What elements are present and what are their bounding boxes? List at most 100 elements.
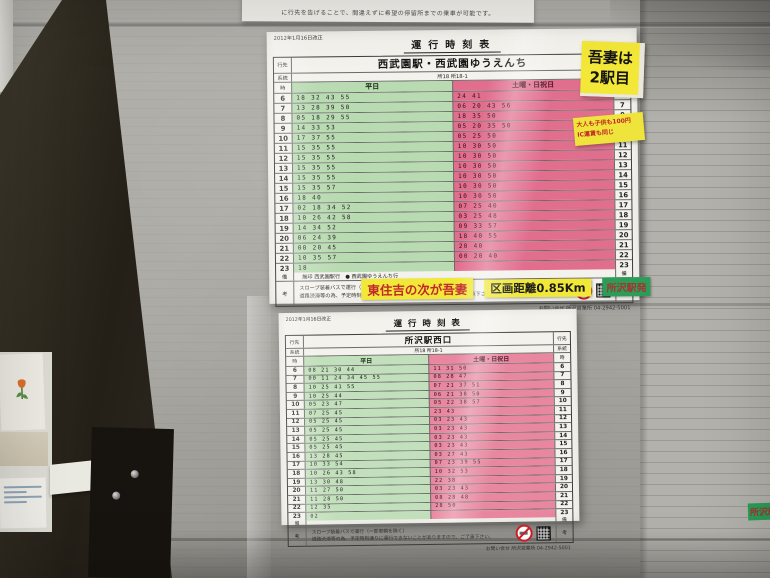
wall-joint-line-mid (570, 303, 770, 306)
wall-joint-line-top (0, 22, 770, 28)
hour-cell: 12 (291, 419, 300, 426)
weekend-times: 10 30 50 (452, 160, 615, 171)
hour-cell: 22 (614, 250, 632, 260)
timetable-rows: 6 08 21 30 44 11 31 50 6 7 00 11 24 34 4… (286, 363, 573, 521)
hour-cell: 6 (280, 94, 286, 103)
notes-text: スロープ装着バスで運行（一部車輌を除く） 道路渋滞等の為、予定時刻通りに運行でき… (312, 527, 494, 544)
hour-cell: 17 (292, 462, 301, 469)
hour-cell: 19 (614, 220, 632, 230)
hour-cell: 8 (293, 384, 298, 391)
weekend-times: 20 40 (453, 240, 615, 251)
weekend-times: 03 25 48 (453, 210, 615, 221)
row-label-hour: 時 (292, 359, 298, 365)
pillar-beige-band (0, 432, 48, 466)
hour-cell: 12 (553, 414, 572, 423)
hour-cell: 15 (291, 444, 300, 452)
hour-cell: 7 (280, 104, 286, 113)
weekday-times: 18 32 43 55 (291, 92, 453, 103)
hour-cell: 20 (292, 487, 301, 495)
hour-cell: 23 (279, 264, 290, 273)
hour-cell: 14 (554, 431, 572, 440)
weekday-times: 18 40 (292, 191, 454, 203)
upper-notice-text: に行先を告げることで、間違えずに希望の停留所までの乗車が可能です。 (281, 9, 495, 18)
weekend-times: 07 25 40 (453, 200, 615, 211)
illegible-text-line (3, 490, 27, 494)
row-label-legend: 備 (282, 274, 288, 281)
small-notice-label (0, 477, 47, 529)
upper-notice-paper: に行先を告げることで、間違えずに希望の停留所までの乗車が可能です。 (241, 0, 535, 23)
weekend-times: 00 20 40 (453, 250, 615, 261)
row-label-hour: 時 (553, 353, 571, 363)
hour-cell: 6 (292, 367, 297, 374)
hour-cell: 13 (278, 164, 289, 173)
hour-cell: 6 (553, 363, 571, 371)
left-pillar (0, 352, 52, 532)
hour-cell: 21 (555, 491, 573, 500)
hour-cell: 11 (278, 144, 289, 153)
hour-cell: 16 (614, 190, 632, 200)
weekday-times: 15 35 55 (291, 162, 454, 173)
row-label-notes: 考 (555, 523, 573, 542)
weekday-header: 平日 (303, 355, 429, 366)
left-edge-highlight (0, 0, 13, 92)
weekend-times: 18 40 55 (453, 230, 615, 241)
row-label-route: 系統 (289, 350, 300, 356)
weekday-times: 15 35 55 (291, 152, 453, 163)
hour-cell: 16 (554, 448, 572, 457)
timetable-sheet-tokorozawa: 2012年1月16日改正 運行時刻表 行先 所沢駅西口 行先 系統 所18 所1… (278, 308, 580, 552)
row-label-destination: 行先 (289, 340, 300, 346)
hour-cell: 13 (613, 160, 632, 170)
weekend-times: 09 33 57 (453, 220, 615, 231)
sticker-origin: 所沢駅発 (602, 276, 651, 297)
weekend-times: 10 30 50 (453, 180, 615, 191)
illegible-text-line (3, 500, 27, 504)
azuma-note-line: 2駅目 (589, 68, 631, 88)
weekday-header: 平日 (291, 81, 453, 93)
row-label-destination: 行先 (552, 332, 570, 345)
sticker-row: 東住吉の次が吾妻 区画距離0.85Km 所沢駅発 (361, 276, 651, 300)
weekday-times: 15 35 57 (292, 181, 454, 193)
hour-cell: 20 (279, 234, 290, 243)
hour-cell: 8 (553, 380, 571, 389)
hour-cell: 22 (555, 500, 573, 509)
row-label-route: 系統 (277, 75, 288, 82)
revision-date: 2012年1月16日改正 (273, 35, 323, 42)
weekday-times: 10 35 57 (292, 251, 454, 263)
dark-equipment-box (88, 426, 174, 578)
hour-cell: 9 (280, 124, 286, 133)
weekday-times: 14 33 53 (291, 122, 453, 133)
hour-cell: 9 (553, 388, 571, 397)
tulip-icon (16, 379, 29, 400)
hour-cell: 10 (291, 401, 300, 409)
row-label-legend: 備 (294, 522, 300, 528)
hour-cell: 19 (279, 224, 289, 233)
hour-cell: 12 (613, 150, 631, 160)
hour-cell: 10 (553, 397, 571, 406)
screw-icon (130, 469, 139, 479)
azuma-note-line: 吾妻は (587, 47, 634, 68)
hour-cell: 7 (553, 371, 571, 380)
sticker-distance: 区画距離0.85Km (484, 278, 592, 298)
hour-cell: 15 (554, 440, 572, 449)
hour-cell: 18 (614, 210, 632, 220)
sheet-title: 運行時刻表 (385, 316, 470, 332)
sheet-title: 運行時刻表 (403, 35, 501, 54)
weekday-times: 14 34 52 (292, 221, 454, 233)
hour-cell: 20 (554, 483, 573, 492)
weekend-times: 10 30 50 (453, 170, 615, 181)
weekday-times: 17 37 55 (291, 132, 453, 143)
timetable-frame: 行先 所沢駅西口 行先 系統 所18 所18-1 系統 時 平日 土曜・日祝日 … (284, 331, 574, 547)
weekday-times: 13 28 39 50 (291, 102, 453, 113)
weekday-times: 05 18 29 55 (291, 112, 453, 123)
wall-light-strip (247, 296, 271, 578)
hour-cell: 7 (292, 376, 298, 383)
weekend-times: 06 20 43 56 (452, 100, 614, 112)
sticker-origin-partial: 所沢駅発 (747, 502, 770, 521)
hour-cell: 16 (291, 453, 301, 460)
hour-cell: 17 (614, 200, 632, 210)
concrete-wall-right-panel (640, 0, 770, 578)
row-label-notes: 考 (282, 291, 288, 298)
illegible-text-line (3, 485, 42, 489)
wall-joint-line-bottom (60, 538, 770, 541)
hour-cell: 16 (279, 194, 289, 203)
